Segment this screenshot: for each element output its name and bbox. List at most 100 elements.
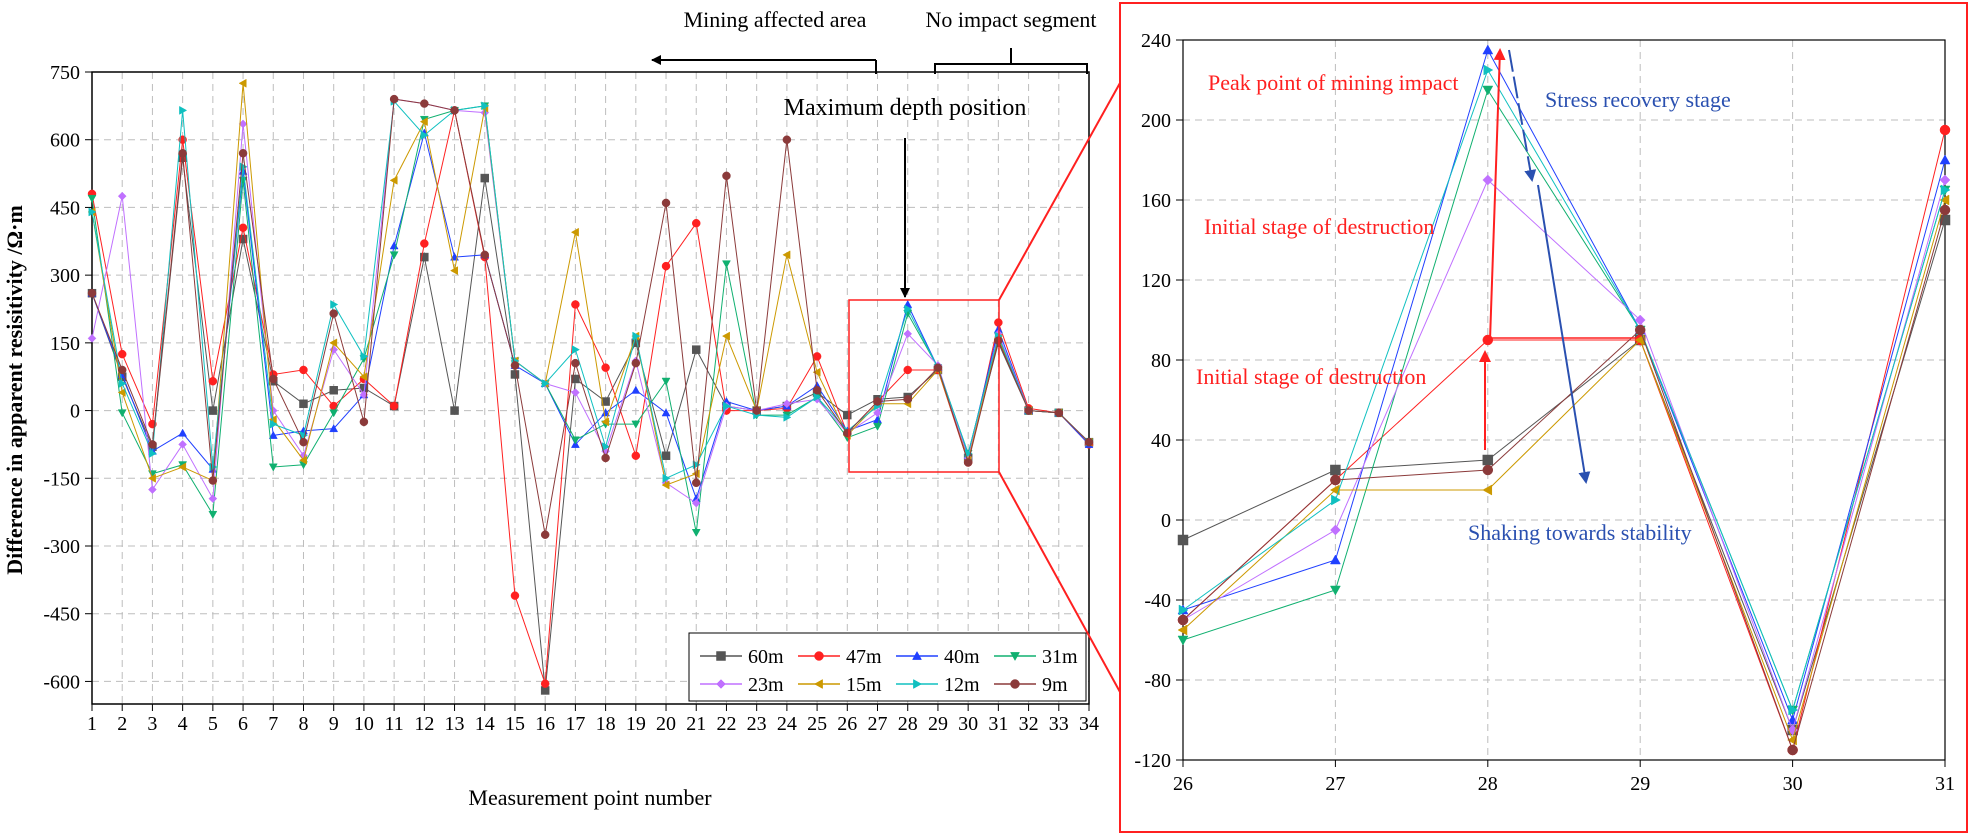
x-tick-label: 20 [656, 713, 676, 735]
x-tick-label: 30 [958, 713, 978, 735]
data-point [843, 410, 852, 420]
data-point [813, 392, 822, 402]
data-point [268, 463, 278, 472]
data-point [329, 338, 338, 348]
zoom-x-tick-labels: 26 27 28 29 30 31 [1173, 773, 1955, 795]
data-point [329, 409, 339, 418]
data-point [1330, 474, 1341, 486]
data-point [359, 417, 369, 427]
y-tick-label: -450 [43, 604, 80, 626]
data-point [329, 401, 338, 411]
data-point [1482, 334, 1494, 346]
data-point [1939, 204, 1951, 216]
x-tick-label: 7 [268, 713, 278, 735]
data-point [178, 440, 187, 449]
zoom-ticks [1176, 39, 1946, 767]
legend-label: 31m [1042, 646, 1078, 668]
zoom-connector-bottom [998, 471, 1121, 693]
zoom-chart: 26 27 28 29 30 31 -120 -80 -40 0 40 80 120 160 200 240… [1134, 30, 1955, 795]
data-point [480, 173, 490, 183]
data-point [662, 473, 671, 483]
zoom-connector-top [998, 82, 1121, 301]
x-tick-label: 29 [1630, 773, 1650, 795]
data-point [420, 99, 429, 108]
data-point [661, 198, 671, 208]
data-point [1939, 154, 1951, 165]
data-point [208, 406, 218, 415]
x-tick-label: 3 [147, 713, 157, 735]
data-point [329, 424, 339, 433]
data-point [1177, 534, 1189, 546]
x-tick-label: 27 [868, 713, 888, 735]
data-point [269, 419, 278, 429]
legend-item-23m: 23m [700, 674, 784, 696]
zoom-grid [1183, 40, 1945, 760]
data-point [510, 361, 520, 370]
data-point [1330, 464, 1341, 476]
data-point [782, 135, 792, 144]
legend-label: 60m [748, 646, 784, 668]
no-impact-label: No impact segment [925, 7, 1096, 32]
data-point [298, 455, 307, 465]
x-tick-label: 8 [298, 713, 308, 735]
y-tick-label: 450 [50, 197, 80, 219]
x-tick-label: 1 [87, 713, 97, 735]
data-point [661, 480, 670, 490]
data-point [631, 358, 641, 368]
legend-item-9m: 9m [994, 674, 1068, 696]
data-point [238, 223, 248, 232]
y-tick-label: 160 [1141, 190, 1171, 212]
data-point [269, 374, 278, 384]
series-line [91, 98, 1090, 535]
initial-stage-lower-label: Initial stage of destruction [1196, 364, 1426, 389]
main-plot-frame [91, 71, 1090, 705]
data-point [721, 331, 730, 341]
data-point [1787, 744, 1798, 756]
data-point [1482, 85, 1494, 96]
data-point [632, 331, 641, 341]
zoom-box [848, 299, 1000, 473]
legend-label: 12m [944, 674, 980, 696]
x-tick-label: 11 [384, 713, 403, 735]
y-tick-label: 300 [50, 265, 80, 287]
x-tick-label: 28 [898, 713, 918, 735]
data-point [1482, 174, 1494, 186]
data-point [360, 351, 369, 361]
data-point [873, 422, 882, 431]
data-point [963, 458, 973, 467]
y-tick-label: -150 [43, 468, 80, 490]
data-point [541, 379, 550, 388]
x-tick-label: 24 [777, 713, 797, 735]
data-point [783, 412, 792, 422]
data-point [268, 430, 278, 439]
legend-item-40m: 40m [896, 646, 980, 668]
data-point [601, 397, 610, 406]
zoom-y-tick-labels: -120 -80 -40 0 40 80 120 160 200 240 [1134, 30, 1171, 772]
data-point [420, 252, 429, 262]
data-point [571, 345, 580, 355]
y-tick-label: 0 [70, 401, 80, 423]
data-point [420, 130, 429, 140]
x-tick-label: 19 [626, 713, 646, 735]
legend-item-31m: 31m [994, 646, 1078, 668]
data-point [661, 408, 671, 417]
zoom-panel-border [1119, 2, 1968, 833]
x-tick-label: 22 [716, 713, 736, 735]
data-point [782, 250, 791, 260]
data-point [480, 250, 490, 260]
data-point [359, 372, 368, 382]
y-tick-label: 200 [1141, 110, 1171, 132]
series-line [1182, 179, 1946, 732]
data-point [1788, 704, 1799, 716]
series-line [1182, 209, 1946, 752]
x-tick-label: 30 [1783, 773, 1803, 795]
data-point [1482, 464, 1494, 476]
x-tick-label: 12 [414, 713, 434, 735]
y-tick-label: 120 [1141, 270, 1171, 292]
shaking-arrow [1537, 184, 1591, 484]
x-tick-label: 4 [178, 713, 188, 735]
main-series [87, 78, 1094, 695]
legend-label: 40m [944, 646, 980, 668]
data-point [510, 370, 520, 379]
x-tick-label: 15 [505, 713, 525, 735]
